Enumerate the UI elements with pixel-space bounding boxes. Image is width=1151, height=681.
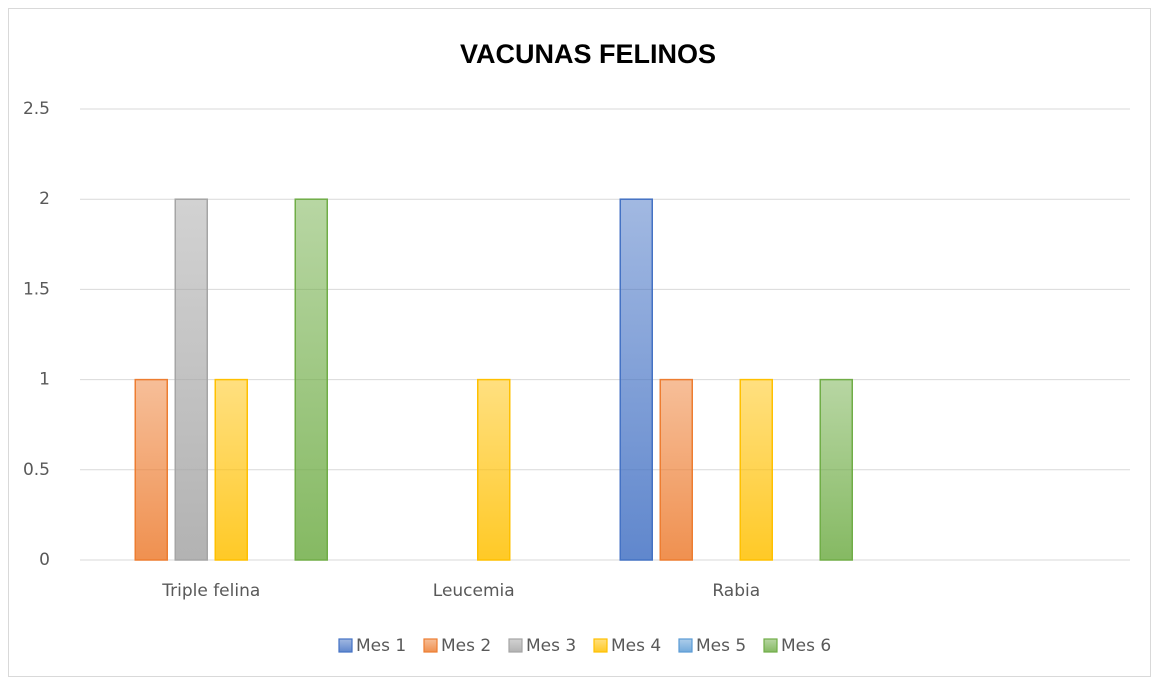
legend-swatch [423, 638, 438, 653]
bar [477, 378, 511, 561]
x-tick-label: Leucemia [433, 581, 515, 601]
x-tick-label: Triple felina [161, 581, 260, 601]
legend-swatch [338, 638, 353, 653]
y-tick-label: 1.5 [23, 279, 50, 299]
legend-swatch [508, 638, 523, 653]
legend-label: Mes 4 [611, 636, 661, 656]
legend-label: Mes 2 [441, 636, 491, 656]
bar [294, 198, 328, 561]
y-tick-label: 0 [39, 550, 50, 570]
legend-swatch [763, 638, 778, 653]
y-tick-label: 2.5 [23, 99, 50, 119]
legend-label: Mes 6 [781, 636, 831, 656]
bar [659, 378, 693, 561]
chart-title: VACUNAS FELINOS [460, 39, 716, 69]
bar [134, 378, 168, 561]
bar [819, 378, 853, 561]
legend-label: Mes 5 [696, 636, 746, 656]
y-tick-label: 2 [39, 189, 50, 209]
bar [214, 378, 248, 561]
bar [174, 198, 208, 561]
y-tick-label: 0.5 [23, 460, 50, 480]
legend-label: Mes 3 [526, 636, 576, 656]
y-tick-label: 1 [39, 370, 50, 390]
x-tick-label: Rabia [712, 581, 760, 601]
bar [619, 198, 653, 561]
legend-swatch [593, 638, 608, 653]
legend-swatch [678, 638, 693, 653]
bar [739, 378, 773, 561]
legend-label: Mes 1 [356, 636, 406, 656]
